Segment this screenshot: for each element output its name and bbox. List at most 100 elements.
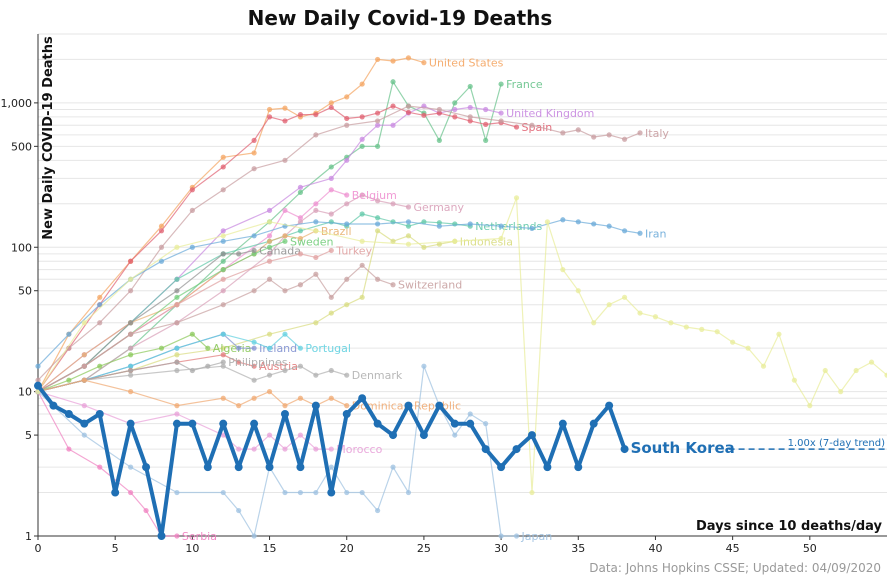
data-point (606, 302, 612, 308)
data-point (35, 377, 41, 383)
data-point (66, 331, 72, 337)
x-tick-label: 10 (185, 542, 199, 555)
data-point (97, 464, 103, 470)
series-line (37, 230, 455, 393)
series-label: Serbia (182, 530, 217, 543)
data-point (66, 377, 72, 383)
data-point (390, 122, 396, 128)
data-point (375, 276, 381, 282)
x-tick-label: 35 (571, 542, 585, 555)
data-point (313, 372, 319, 378)
data-point (637, 310, 643, 316)
data-point (236, 507, 242, 514)
data-point (128, 367, 134, 374)
data-point (543, 463, 552, 472)
data-point (375, 507, 381, 514)
series-label: Algeria (213, 342, 252, 355)
data-point (97, 302, 103, 308)
data-point (467, 411, 473, 417)
data-point (128, 331, 134, 337)
data-point (328, 367, 334, 374)
data-point (359, 136, 365, 142)
data-point (529, 489, 535, 496)
data-point (282, 118, 288, 124)
data-point (220, 267, 226, 273)
series-label: South Korea (631, 439, 735, 457)
data-point (236, 359, 242, 365)
data-point (282, 331, 288, 337)
data-point (313, 446, 319, 452)
data-point (80, 419, 89, 428)
trend-label: 1.00x (7-day trend) (788, 438, 885, 449)
series-label: Belgium (352, 189, 397, 202)
data-point (498, 235, 504, 242)
data-point (219, 419, 228, 428)
data-point (128, 276, 134, 282)
data-point (282, 238, 288, 244)
data-point (220, 359, 226, 365)
data-point (373, 419, 382, 428)
data-point (297, 219, 304, 225)
data-point (266, 258, 273, 264)
data-point (390, 464, 396, 470)
data-point (450, 419, 459, 428)
data-point (375, 198, 381, 204)
data-point (405, 489, 412, 496)
data-point (313, 271, 319, 277)
x-tick-label: 5 (112, 542, 119, 555)
data-point (344, 221, 350, 227)
data-point (251, 137, 257, 143)
data-point (359, 192, 365, 198)
series-label: Germany (413, 201, 464, 214)
data-point (265, 463, 274, 472)
data-point (34, 381, 42, 390)
data-point (483, 137, 489, 143)
data-point (328, 187, 334, 193)
data-point (497, 463, 506, 472)
data-point (375, 228, 381, 234)
data-point (220, 395, 226, 401)
data-point (220, 228, 226, 234)
data-point (436, 106, 442, 113)
data-point (66, 446, 72, 452)
data-point (236, 446, 242, 452)
data-point (81, 363, 87, 369)
data-point (328, 395, 334, 401)
data-point (344, 403, 350, 409)
data-point (142, 463, 151, 472)
data-point (81, 432, 87, 438)
data-point (296, 463, 305, 472)
data-point (282, 403, 288, 409)
data-point (174, 288, 180, 294)
data-point (220, 258, 226, 264)
data-point (498, 118, 504, 124)
y-tick-label: 10 (18, 386, 32, 399)
data-point (344, 372, 350, 378)
data-point (266, 345, 273, 351)
data-point (621, 228, 628, 234)
data-point (297, 251, 304, 257)
data-point (174, 294, 180, 300)
data-point (297, 235, 304, 242)
data-point (359, 211, 365, 217)
data-point (311, 401, 320, 410)
source-note: Data: Johns Hopkins CSSE; Updated: 04/09… (589, 561, 881, 575)
data-point (389, 431, 398, 440)
data-point (266, 238, 273, 244)
data-point (637, 230, 643, 236)
data-point (251, 363, 257, 369)
data-point (313, 320, 319, 326)
data-point (174, 302, 180, 308)
data-point (297, 432, 304, 438)
data-point (760, 363, 767, 369)
data-point (405, 204, 412, 210)
data-point (174, 411, 180, 417)
data-point (421, 244, 427, 250)
data-point (683, 324, 689, 330)
data-point (466, 419, 475, 428)
data-point (282, 157, 288, 163)
data-point (313, 111, 319, 118)
data-point (282, 288, 288, 294)
